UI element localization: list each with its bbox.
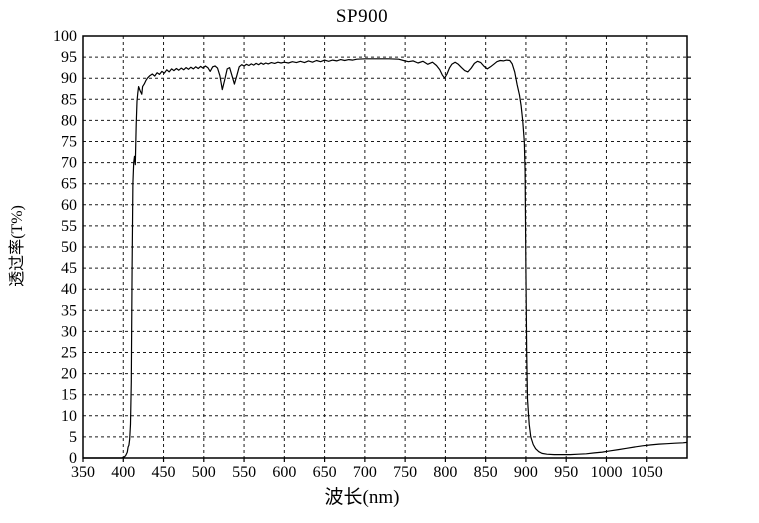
chart-title: SP900 bbox=[335, 6, 389, 27]
y-tick-label: 40 bbox=[61, 281, 77, 298]
y-tick-label: 45 bbox=[61, 260, 77, 277]
y-tick-label: 50 bbox=[61, 239, 77, 256]
y-tick-label: 60 bbox=[61, 197, 77, 214]
x-tick-label: 350 bbox=[71, 464, 95, 481]
x-tick-label: 850 bbox=[474, 464, 498, 481]
x-axis-label: 波长(nm) bbox=[324, 487, 400, 508]
x-tick-label: 700 bbox=[353, 464, 377, 481]
x-tick-label: 550 bbox=[232, 464, 256, 481]
y-tick-label: 85 bbox=[61, 91, 77, 108]
x-tick-label: 950 bbox=[554, 464, 578, 481]
x-tick-label: 500 bbox=[192, 464, 216, 481]
y-tick-label: 35 bbox=[61, 302, 77, 319]
y-tick-label: 75 bbox=[61, 134, 77, 151]
x-tick-label: 400 bbox=[111, 464, 135, 481]
x-tick-label: 450 bbox=[152, 464, 176, 481]
y-tick-label: 100 bbox=[53, 28, 77, 45]
y-tick-label: 30 bbox=[61, 323, 77, 340]
y-tick-label: 15 bbox=[61, 387, 77, 404]
x-tick-label: 600 bbox=[272, 464, 296, 481]
x-tick-label: 900 bbox=[514, 464, 538, 481]
y-tick-label: 20 bbox=[61, 366, 77, 383]
x-tick-label: 750 bbox=[393, 464, 417, 481]
spectral-curve bbox=[83, 58, 688, 459]
y-tick-label: 65 bbox=[61, 176, 77, 193]
axis-tick-labels: 350 400 450 500 550 600 650 700 750 800 850 900 950 1… bbox=[53, 28, 663, 481]
x-tick-label: 1000 bbox=[590, 464, 622, 481]
axis-tick-marks bbox=[82, 56, 691, 462]
y-tick-label: 5 bbox=[69, 429, 77, 446]
x-tick-label: 650 bbox=[313, 464, 337, 481]
y-tick-label: 0 bbox=[69, 450, 77, 467]
grid-lines bbox=[83, 36, 687, 458]
y-tick-label: 80 bbox=[61, 112, 77, 129]
y-tick-label: 25 bbox=[61, 345, 77, 362]
y-tick-label: 10 bbox=[61, 408, 77, 425]
y-tick-label: 90 bbox=[61, 70, 77, 87]
y-tick-label: 55 bbox=[61, 218, 77, 235]
x-tick-label: 800 bbox=[433, 464, 457, 481]
y-axis-label: 透过率(T%) bbox=[9, 205, 26, 287]
plot-border bbox=[82, 35, 688, 459]
y-tick-label: 70 bbox=[61, 155, 77, 172]
y-tick-label: 95 bbox=[61, 49, 77, 66]
x-tick-label: 1050 bbox=[631, 464, 663, 481]
